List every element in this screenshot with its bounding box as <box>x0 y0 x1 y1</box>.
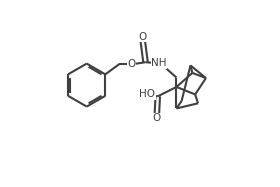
Text: O: O <box>127 59 136 69</box>
Text: O: O <box>153 113 161 123</box>
Text: NH: NH <box>151 58 167 68</box>
Text: O: O <box>139 32 147 42</box>
Text: HO: HO <box>139 89 155 99</box>
